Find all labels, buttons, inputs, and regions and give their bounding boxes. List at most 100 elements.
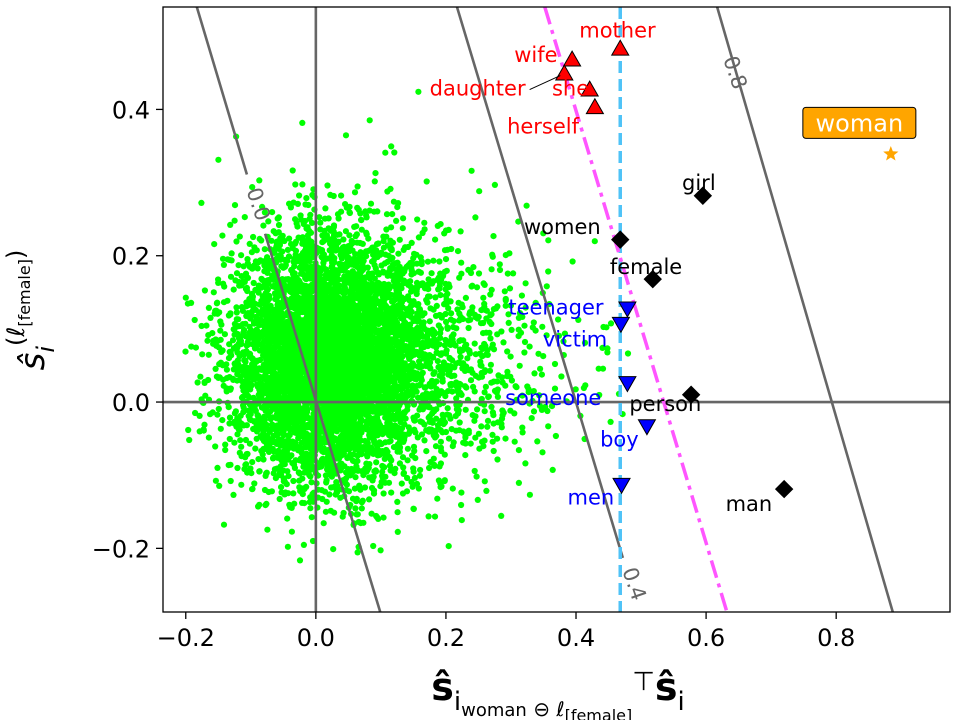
cloud-point [466,311,473,318]
cloud-point [237,437,244,444]
cloud-point [300,541,307,549]
cloud-point [255,456,262,463]
cloud-point [212,443,219,450]
cloud-point [477,320,485,327]
cloud-point [423,178,430,185]
cloud-point [519,392,526,399]
cloud-point [371,178,378,185]
cloud-point [498,512,505,520]
cloud-point [269,445,276,452]
cloud-point [368,510,375,517]
cloud-point [436,341,443,348]
cloud-point [342,475,350,482]
cloud-point [481,340,488,348]
cloud-point [437,292,444,299]
cloud-point [360,250,367,257]
cloud-point [389,239,396,246]
cloud-point [203,322,210,329]
cloud-point [398,425,406,432]
cloud-point [372,170,379,177]
cloud-point [235,316,242,323]
cloud-point [212,477,219,484]
cloud-point [222,441,229,448]
cloud-point [532,299,539,306]
cloud-point [525,389,532,396]
cloud-point [413,341,420,348]
cloud-point [416,472,423,479]
cloud-point [500,339,507,346]
cloud-point [290,490,297,497]
cloud-point [351,189,359,196]
cloud-point [472,214,479,221]
cloud-point [436,311,443,319]
cloud-point [502,302,509,309]
cloud-point [375,240,382,247]
cloud-point [399,454,407,461]
cloud-point [371,275,378,282]
cloud-point [401,436,408,444]
cloud-point [233,270,241,277]
cloud-point [242,436,249,444]
cloud-point [464,355,471,362]
cloud-point [227,273,235,280]
cloud-point [515,447,523,454]
cloud-point [511,410,518,417]
cloud-point [308,514,315,521]
cloud-point [443,227,450,234]
cloud-point [502,435,509,442]
cloud-point [508,377,515,384]
cloud-point [299,181,306,188]
cloud-point [396,236,403,243]
cloud-point [218,321,225,328]
cloud-point [276,495,283,503]
cloud-point [242,358,249,366]
cloud-point [318,487,325,494]
cloud-point [256,235,263,242]
cloud-point [489,431,496,438]
cloud-point [215,156,222,163]
cloud-point [238,273,245,280]
cloud-point [247,465,254,472]
cloud-point [286,432,293,439]
cloud-point [270,275,277,283]
cloud-point [386,453,393,460]
cloud-point [296,557,304,564]
cloud-point [457,228,464,235]
cloud-point [192,409,199,417]
cloud-point [442,256,450,263]
cloud-point [459,315,466,323]
cloud-point [504,373,511,380]
cloud-point [272,475,279,482]
cloud-point [236,233,243,240]
cloud-point [428,270,435,277]
cloud-point [182,348,189,355]
cloud-point [434,222,441,229]
cloud-point [194,379,201,386]
cloud-point [457,353,464,361]
cloud-point [439,371,446,378]
cloud-point [255,414,262,421]
cloud-point [419,312,426,319]
cloud-point [404,457,411,464]
cloud-point [244,260,251,267]
cloud-point [423,390,430,397]
cloud-point [484,423,491,430]
cloud-point [204,337,211,344]
cloud-point [352,505,359,512]
cloud-point [480,330,487,337]
cloud-point [379,468,386,475]
cloud-point [239,307,246,314]
cloud-point [488,403,495,410]
cloud-point [340,236,347,243]
cloud-point [196,412,203,419]
cloud-point [260,222,267,229]
cloud-point [342,201,349,208]
cloud-point [393,217,400,224]
cloud-point [471,467,478,475]
cloud-point [491,181,498,188]
cloud-point [445,543,452,550]
cloud-point [543,283,550,290]
cloud-point [424,333,431,341]
cloud-point [405,243,412,251]
cloud-point [301,500,308,507]
